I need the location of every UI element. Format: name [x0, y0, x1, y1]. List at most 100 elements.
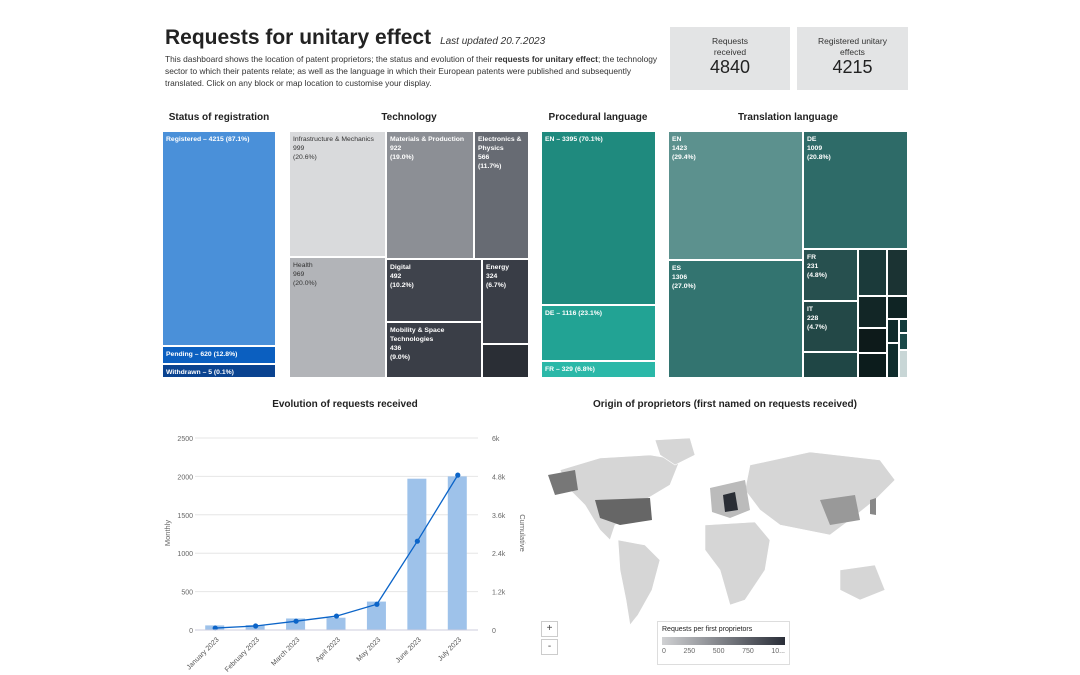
cell-label: EN	[672, 135, 799, 144]
x-tick-label: February 2023	[224, 636, 261, 673]
cell-label: Materials & Production	[390, 135, 470, 144]
kpi-label: Requests received	[700, 36, 760, 58]
translation-block-small[interactable]	[887, 249, 908, 296]
bar[interactable]	[448, 476, 467, 630]
cell-label: 969	[293, 270, 382, 279]
map-asia	[745, 452, 895, 535]
translation-block-small[interactable]	[887, 343, 899, 378]
x-tick-label: April 2023	[315, 636, 342, 663]
cell-label: Digital	[390, 263, 478, 272]
origin-title: Origin of proprietors (first named on re…	[545, 399, 905, 410]
translation-block-small[interactable]	[899, 350, 908, 378]
world-map[interactable]	[540, 430, 910, 650]
translation-block-small[interactable]	[858, 353, 887, 378]
technology-title: Technology	[289, 112, 529, 123]
map-japan	[870, 498, 876, 515]
cell-label: (29.4%)	[672, 153, 799, 162]
kpi-value: 4840	[670, 62, 790, 73]
technology-block[interactable]	[482, 344, 529, 378]
translation-block-small[interactable]	[858, 249, 887, 296]
line-point[interactable]	[374, 602, 379, 607]
header: Requests for unitary effect Last updated…	[165, 26, 660, 89]
y-axis-label: Monthly	[163, 520, 172, 547]
kpi-registered: Registered unitary effects4215	[797, 27, 908, 90]
cell-label: (4.7%)	[807, 323, 854, 332]
cell-label: (20.8%)	[807, 153, 904, 162]
x-tick-label: July 2023	[437, 636, 463, 662]
procedural-block[interactable]: EN – 3395 (70.1%)	[541, 131, 656, 305]
procedural-block[interactable]: DE – 1116 (23.1%)	[541, 305, 656, 361]
legend-tick: 250	[684, 648, 696, 655]
cell-label: Health	[293, 261, 382, 270]
translation-block-small[interactable]	[899, 319, 908, 333]
y-tick-label: 1500	[177, 513, 193, 520]
x-tick-label: June 2023	[395, 636, 423, 664]
cell-label: IT	[807, 305, 854, 314]
map-africa	[705, 522, 770, 605]
translation-block-small[interactable]	[887, 296, 908, 319]
procedural-title: Procedural language	[538, 112, 658, 123]
technology-block[interactable]: Materials & Production922(19.0%)	[386, 131, 474, 259]
cell-label: FR	[807, 253, 854, 262]
translation-block-small[interactable]	[887, 319, 899, 343]
legend-tick: 750	[742, 648, 754, 655]
cell-label: (10.2%)	[390, 281, 478, 290]
cell-label: (6.7%)	[486, 281, 525, 290]
legend-tick: 10...	[771, 648, 785, 655]
desc-text: This dashboard shows the location of pat…	[165, 54, 495, 64]
translation-block-small[interactable]	[858, 328, 887, 353]
cell-label: ES	[672, 264, 799, 273]
translation-block-small[interactable]	[899, 333, 908, 350]
zoom-in-button[interactable]: +	[541, 621, 558, 637]
technology-block[interactable]: Energy324(6.7%)	[482, 259, 529, 344]
y-tick-label: 2500	[177, 436, 193, 443]
technology-block[interactable]: Digital492(10.2%)	[386, 259, 482, 322]
title-row: Requests for unitary effect Last updated…	[165, 26, 660, 50]
translation-block[interactable]: EN1423(29.4%)	[668, 131, 803, 260]
evolution-title: Evolution of requests received	[195, 399, 495, 410]
map-south-america	[618, 540, 660, 625]
translation-block-small[interactable]	[803, 352, 858, 378]
y-tick-label: 500	[181, 590, 193, 597]
y2-tick-label: 2.4k	[492, 551, 506, 558]
y2-tick-label: 4.8k	[492, 474, 506, 481]
status-block[interactable]: Withdrawn – 5 (0.1%)	[162, 364, 276, 378]
description: This dashboard shows the location of pat…	[165, 53, 660, 89]
map-australia	[840, 565, 885, 600]
map-legend: Requests per first proprietors 025050075…	[657, 621, 790, 665]
zoom-out-button[interactable]: -	[541, 639, 558, 655]
procedural-block[interactable]: FR – 329 (6.8%)	[541, 361, 656, 378]
status-block[interactable]: Registered – 4215 (87.1%)	[162, 131, 276, 346]
cell-label: Registered – 4215 (87.1%)	[166, 135, 272, 144]
line-point[interactable]	[253, 623, 258, 628]
translation-block[interactable]: ES1306(27.0%)	[668, 260, 803, 378]
y2-tick-label: 3.6k	[492, 513, 506, 520]
cell-label: (11.7%)	[478, 162, 525, 171]
technology-block[interactable]: Electronics & Physics566(11.7%)	[474, 131, 529, 259]
legend-gradient	[662, 637, 785, 645]
line-point[interactable]	[415, 539, 420, 544]
legend-title: Requests per first proprietors	[662, 626, 785, 633]
translation-block[interactable]: FR231(4.8%)	[803, 249, 858, 301]
translation-block[interactable]: IT228(4.7%)	[803, 301, 858, 352]
technology-block[interactable]: Mobility & Space Technologies436(9.0%)	[386, 322, 482, 378]
kpi-value: 4215	[797, 62, 908, 73]
cell-label: Mobility & Space Technologies	[390, 326, 478, 344]
last-updated: Last updated 20.7.2023	[440, 36, 545, 47]
bar[interactable]	[407, 479, 426, 630]
line-point[interactable]	[334, 613, 339, 618]
cell-label: 1009	[807, 144, 904, 153]
cell-label: 324	[486, 272, 525, 281]
cell-label: 1423	[672, 144, 799, 153]
line-point[interactable]	[455, 473, 460, 478]
x-tick-label: May 2023	[356, 636, 383, 663]
bar[interactable]	[327, 618, 346, 630]
status-block[interactable]: Pending – 620 (12.8%)	[162, 346, 276, 364]
translation-block[interactable]: DE1009(20.8%)	[803, 131, 908, 249]
line-point[interactable]	[293, 619, 298, 624]
translation-block-small[interactable]	[858, 296, 887, 328]
technology-block[interactable]: Health969(20.0%)	[289, 257, 386, 378]
cell-label: Withdrawn – 5 (0.1%)	[166, 368, 272, 377]
technology-block[interactable]: Infrastructure & Mechanics999(20.6%)	[289, 131, 386, 257]
y-tick-label: 2000	[177, 474, 193, 481]
